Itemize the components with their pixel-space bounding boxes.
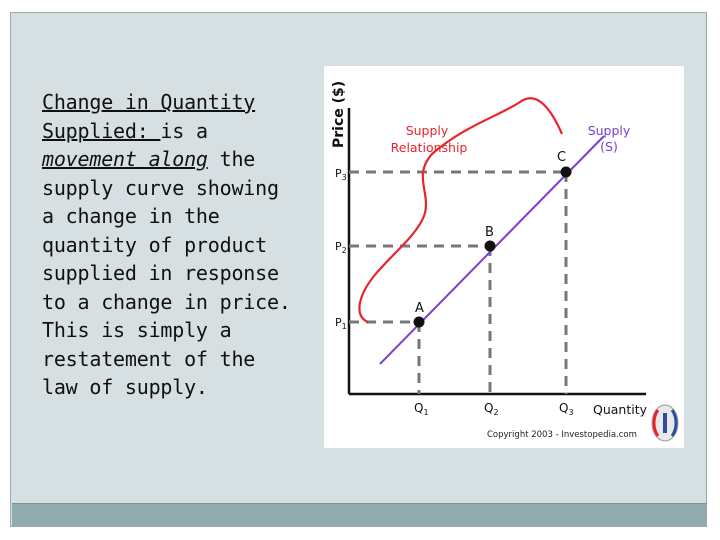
price-label-p1: P1 [335,316,347,331]
point-a-label: A [415,301,424,316]
heading-line1: Change in Quantity [42,90,256,114]
qty-label-q1: Q1 [414,401,429,417]
supply-relationship-bracket [358,97,564,324]
x-axis-title: Quantity [593,402,648,417]
supply-diagram: Price ($) Supply Relationship Supply (S)… [324,66,684,448]
callout-label-line2: Relationship [391,140,468,155]
heading-line2-rest: is a [160,118,208,143]
slide-footer-bar [12,503,707,526]
qty-label-q2: Q2 [484,401,499,417]
point-c-label: C [557,150,566,165]
supply-label-line2: (S) [600,139,618,154]
movement-along-text: movement along [42,147,208,171]
supply-label-line1: Supply [588,123,631,138]
copyright-text: Copyright 2003 - Investopedia.com [487,430,637,440]
point-a [413,316,425,328]
heading-line2: Supplied: [42,118,161,143]
investopedia-logo-icon [651,404,679,442]
point-b-label: B [485,225,494,240]
the-text: the [207,147,256,171]
body-rest-text: supply curve showing a change in the qua… [42,175,291,400]
price-label-p3: P3 [335,167,347,182]
callout-label-line1: Supply [406,123,449,138]
y-axis-title: Price ($) [331,81,347,148]
qty-label-q3: Q3 [559,401,574,417]
slide-body-text: Change in Quantity Supplied: is a moveme… [42,88,297,402]
point-b [484,240,496,252]
price-label-p2: P2 [335,240,347,255]
point-c [560,166,572,178]
